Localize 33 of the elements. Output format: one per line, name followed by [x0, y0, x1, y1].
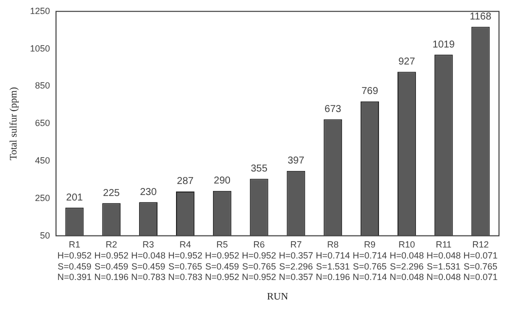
x-tick-label: R8 H=0.714 S=1.531 N=0.196: [316, 240, 350, 282]
data-label: 1168: [470, 11, 492, 22]
x-tick-label: R7 H=0.357 S=2.296 N=0.357: [278, 240, 314, 282]
x-tick-label: R6 H=0.952 S=0.765 N=0.952: [242, 240, 276, 282]
x-tick-label: R11 H=0.048 S=1.531 N=0.048: [426, 240, 461, 282]
x-tick-label: R10 H=0.048 S=2.296 N=0.048: [390, 240, 424, 282]
x-tick-label: R5 H=0.952 S=0.459 N=0.952: [205, 240, 240, 282]
data-label: 355: [250, 164, 268, 175]
data-label: 201: [66, 192, 84, 204]
x-tick-label: R4 H=0.952 S=0.765 N=0.783: [168, 240, 202, 282]
x-tick-label: R9 H=0.714 S=0.765 N=0.714: [352, 240, 387, 282]
y-tick-label: 1250: [30, 6, 50, 16]
data-label: 673: [324, 104, 342, 116]
data-label: 287: [176, 176, 194, 188]
y-tick-label: 650: [34, 118, 50, 128]
data-label: 769: [361, 86, 379, 98]
y-tick-label: 450: [34, 155, 50, 166]
y-axis-title: Total sulfur (ppm): [8, 87, 20, 160]
x-tick-label: R12 H=0.071 S=0.765 N=0.071: [463, 240, 498, 282]
x-tick-label: R1 H=0.952 S=0.459 N=0.391: [57, 240, 92, 282]
y-tick-label: 850: [34, 80, 50, 91]
data-label: 397: [288, 156, 305, 167]
data-label: 230: [140, 186, 158, 198]
x-tick-label: R3 H=0.048 S=0.459 N=0.783: [131, 240, 166, 282]
y-tick-label: 1050: [30, 43, 50, 54]
data-label: 1019: [432, 39, 456, 50]
data-label: 927: [398, 56, 416, 68]
y-tick-label: 50: [40, 230, 50, 240]
x-tick-label: R2 H=0.952 S=0.459 N=0.196: [94, 240, 129, 282]
y-tick-label: 250: [34, 192, 50, 203]
data-label: 290: [214, 176, 231, 187]
data-label: 225: [103, 188, 120, 199]
x-axis-title: RUN: [266, 292, 288, 303]
